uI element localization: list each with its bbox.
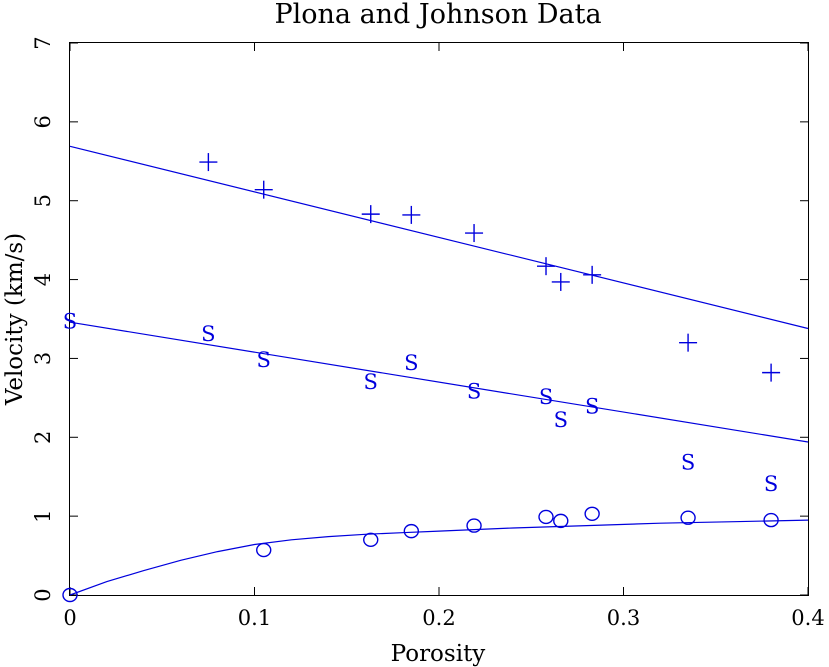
circle-marker [763,512,779,528]
plus-marker [402,205,421,224]
x-axis-label: Porosity [391,641,486,667]
plus-marker [762,363,781,382]
s-marker: S [539,385,553,409]
y-tick-label: 3 [31,352,55,365]
circle-marker [256,542,272,558]
y-tick-label: 5 [31,194,55,207]
s-marker: S [63,309,77,333]
s-marker: S [764,472,778,496]
y-tick-label: 7 [31,36,55,49]
plot-frame [69,42,809,596]
circle-marker [403,523,420,539]
circle-marker [466,518,482,533]
fit-line [69,321,809,443]
s-marker: S [467,380,481,404]
x-tick-label: 0 [63,606,76,630]
circle-marker [363,532,379,547]
chart-title: Plona and Johnson Data [274,0,601,30]
circle-marker [538,509,554,525]
plus-marker [679,333,698,352]
plus-marker [537,257,556,276]
fit-lines [69,145,809,596]
plus-marker [199,153,218,172]
y-axis-label: Velocity (km/s) [2,233,28,406]
circle-marker [680,510,696,525]
plus-marker [254,180,273,199]
x-tick-label: 0.1 [238,606,271,630]
s-marker: S [201,322,215,346]
plus-marker [583,265,602,284]
x-tick-label: 0.3 [607,606,640,630]
circle-marker [62,587,78,603]
y-tick-label: 0 [31,588,55,601]
plus-marker [551,272,570,291]
y-tick-label: 6 [31,115,55,128]
plus-marker [361,205,380,224]
y-tick-label: 4 [31,273,55,286]
plus-marker [465,224,484,243]
fit-line [69,145,809,330]
s-marker: S [404,351,418,375]
s-marker: S [257,348,271,372]
y-tick-label: 2 [31,431,55,444]
x-tick-label: 0.4 [791,606,824,630]
x-axis: 0 0.1 0.2 0.3 0.4 [63,43,825,630]
y-axis: 0 1 2 3 4 5 6 7 [31,36,808,602]
s-marker: S [681,451,695,475]
s-marker: S [364,370,378,394]
circle-marker [584,506,600,521]
circle-marker [553,513,569,529]
y-tick-label: 1 [31,509,55,522]
s-marker: S [585,395,599,419]
x-tick-label: 0.2 [422,606,455,630]
fit-line [69,519,809,596]
s-marker: S [554,408,568,432]
